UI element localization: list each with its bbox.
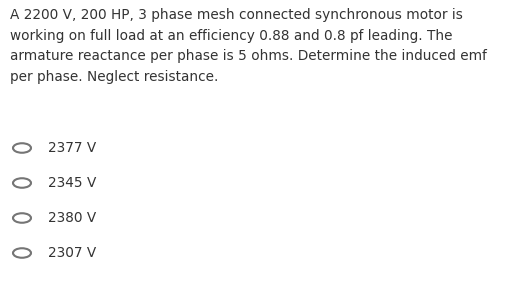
Text: 2380 V: 2380 V [48, 211, 96, 225]
Text: 2345 V: 2345 V [48, 176, 96, 190]
Text: A 2200 V, 200 HP, 3 phase mesh connected synchronous motor is
working on full lo: A 2200 V, 200 HP, 3 phase mesh connected… [10, 8, 487, 84]
Text: 2307 V: 2307 V [48, 246, 96, 260]
Text: 2377 V: 2377 V [48, 141, 96, 155]
